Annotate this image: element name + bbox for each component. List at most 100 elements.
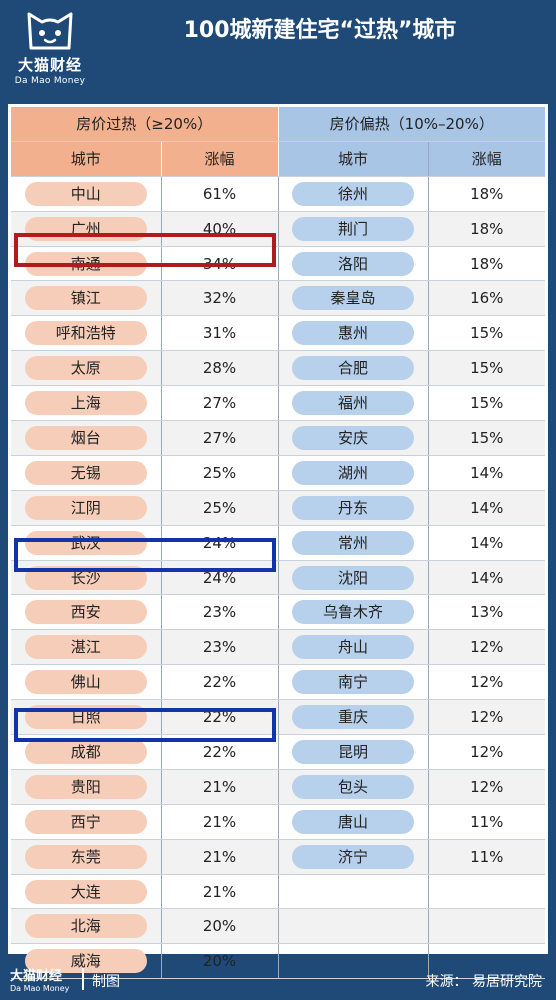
rise-value-warm-cell: 15% [428,350,546,387]
rise-value-overheated-cell: 21% [161,839,279,875]
city-name-overheated-cell: 中山 [11,176,162,212]
city-table: 房价过热（≥20%） 房价偏热（10%–20%） 城市 涨幅 城市 涨幅 中山 6… [11,107,546,980]
rise-value-warm-cell: 12% [428,769,546,805]
col-header-rise: 涨幅 [161,140,279,177]
highlight-box-red [14,233,276,267]
city-name-overheated-cell: 镇江 [11,280,162,317]
cat-logo-icon [27,12,73,50]
city-name-warm-cell [278,874,429,910]
rise-value-overheated: 20% [202,917,237,936]
rise-value-overheated-cell: 22% [161,664,279,701]
rise-value-warm-cell: 18% [428,246,546,282]
city-name-overheated-cell: 佛山 [11,664,162,701]
city-name-warm-cell: 唐山 [278,804,429,840]
rise-value-overheated: 32% [202,289,237,308]
city-name-overheated: 中山 [24,181,147,206]
city-name-warm-cell: 济宁 [278,839,429,875]
logo-text-cn: 大猫财经 [17,56,82,74]
rise-value-warm-cell: 12% [428,699,546,736]
city-name-overheated-cell: 大连 [11,874,162,910]
rise-value-warm-cell: 16% [428,280,546,317]
city-name-warm: 济宁 [292,844,415,869]
city-name-warm-cell: 丹东 [278,490,429,526]
rise-value-warm-cell: 12% [428,734,546,770]
city-name-overheated: 烟台 [24,425,147,450]
city-name-overheated: 呼和浩特 [24,321,147,346]
rise-value-warm: 15% [470,428,504,447]
city-name-overheated-cell: 威海 [11,943,162,980]
rise-value-warm: 12% [470,777,504,796]
rise-value-overheated: 22% [202,673,237,692]
rise-value-warm-cell [428,874,546,910]
city-name-warm: 南宁 [292,670,415,695]
table-row: 南通 34% 洛阳 18% [11,246,546,282]
city-name-warm: 洛阳 [292,251,415,276]
page-title: 100城新建住宅“过热”城市 [183,18,457,43]
footer-bar: 大猫财经 Da Mao Money 制图 来源： 易居研究院 [0,962,556,1000]
rise-value-warm-cell: 15% [428,315,546,352]
city-name-overheated-cell: 北海 [11,908,162,945]
city-name-warm-cell: 秦皇岛 [278,280,429,317]
rise-value-overheated-cell: 40% [161,211,279,247]
rise-value-overheated-cell: 20% [161,943,279,980]
table-row: 威海 20% [11,943,546,980]
rise-value-overheated: 22% [202,708,237,727]
footer-source: 来源： 易居研究院 [425,974,542,990]
city-name-overheated-cell: 江阴 [11,490,162,526]
city-name-warm-cell [278,943,429,980]
city-name-warm: 湖州 [292,460,415,485]
city-name-warm: 安庆 [292,425,415,450]
city-name-warm-cell: 福州 [278,385,429,422]
group-header-warm: 房价偏热（10%–20%） [278,107,546,142]
city-name-warm-cell: 安庆 [278,420,429,456]
rise-value-warm: 12% [470,708,504,727]
rise-value-overheated-cell: 21% [161,769,279,805]
city-name-warm-cell: 重庆 [278,699,429,736]
city-name-warm-cell: 合肥 [278,350,429,387]
city-name-warm: 秦皇岛 [292,286,415,311]
city-name-overheated-cell: 烟台 [11,420,162,456]
rise-value-warm-cell: 15% [428,385,546,422]
city-name-overheated-cell: 上海 [11,385,162,422]
city-name-warm: 惠州 [292,321,415,346]
city-name-warm: 沈阳 [292,565,415,590]
footer-logo-cn: 大猫财经 [10,969,63,984]
table-row: 贵阳 21% 包头 12% [11,769,546,805]
city-name-warm-cell: 昆明 [278,734,429,770]
city-name-overheated-cell: 呼和浩特 [11,315,162,352]
table-row: 烟台 27% 安庆 15% [11,420,546,456]
city-name-overheated: 西安 [24,600,147,625]
rise-value-overheated: 27% [202,394,237,413]
table-row: 无锡 25% 湖州 14% [11,455,546,491]
table-row: 中山 61% 徐州 18% [11,176,546,212]
rise-value-overheated-cell: 31% [161,315,279,352]
group-header-overheated: 房价过热（≥20%） [11,107,279,142]
table-row: 广州 40% 荆门 18% [11,211,546,247]
city-name-warm-cell: 沈阳 [278,560,429,596]
rise-value-overheated-cell: 24% [161,560,279,596]
rise-value-warm-cell: 18% [428,176,546,212]
city-name-warm-cell: 惠州 [278,315,429,352]
rise-value-warm-cell: 12% [428,629,546,666]
rise-value-overheated-cell: 61% [161,176,279,212]
rise-value-warm-cell: 14% [428,490,546,526]
rise-value-warm-cell [428,943,546,980]
logo-text-en: Da Mao Money [14,76,86,86]
rise-value-overheated: 21% [202,847,237,866]
rise-value-overheated: 31% [202,324,237,343]
rise-value-overheated-cell: 22% [161,699,279,736]
city-name-overheated-cell: 贵阳 [11,769,162,805]
city-name-warm: 昆明 [292,739,415,764]
col-header-city: 城市 [11,140,162,177]
rise-value-overheated: 27% [202,428,237,447]
city-name-warm-cell: 乌鲁木齐 [278,594,429,631]
table-row: 西宁 21% 唐山 11% [11,804,546,840]
rise-value-warm-cell: 15% [428,420,546,456]
table-row: 镇江 32% 秦皇岛 16% [11,280,546,317]
rise-value-warm: 13% [470,603,504,622]
city-name-overheated: 无锡 [24,460,147,485]
city-name-warm: 包头 [292,774,415,799]
rise-value-overheated-cell: 28% [161,350,279,387]
table-row: 东莞 21% 济宁 11% [11,839,546,875]
city-name-overheated-cell: 广州 [11,211,162,247]
